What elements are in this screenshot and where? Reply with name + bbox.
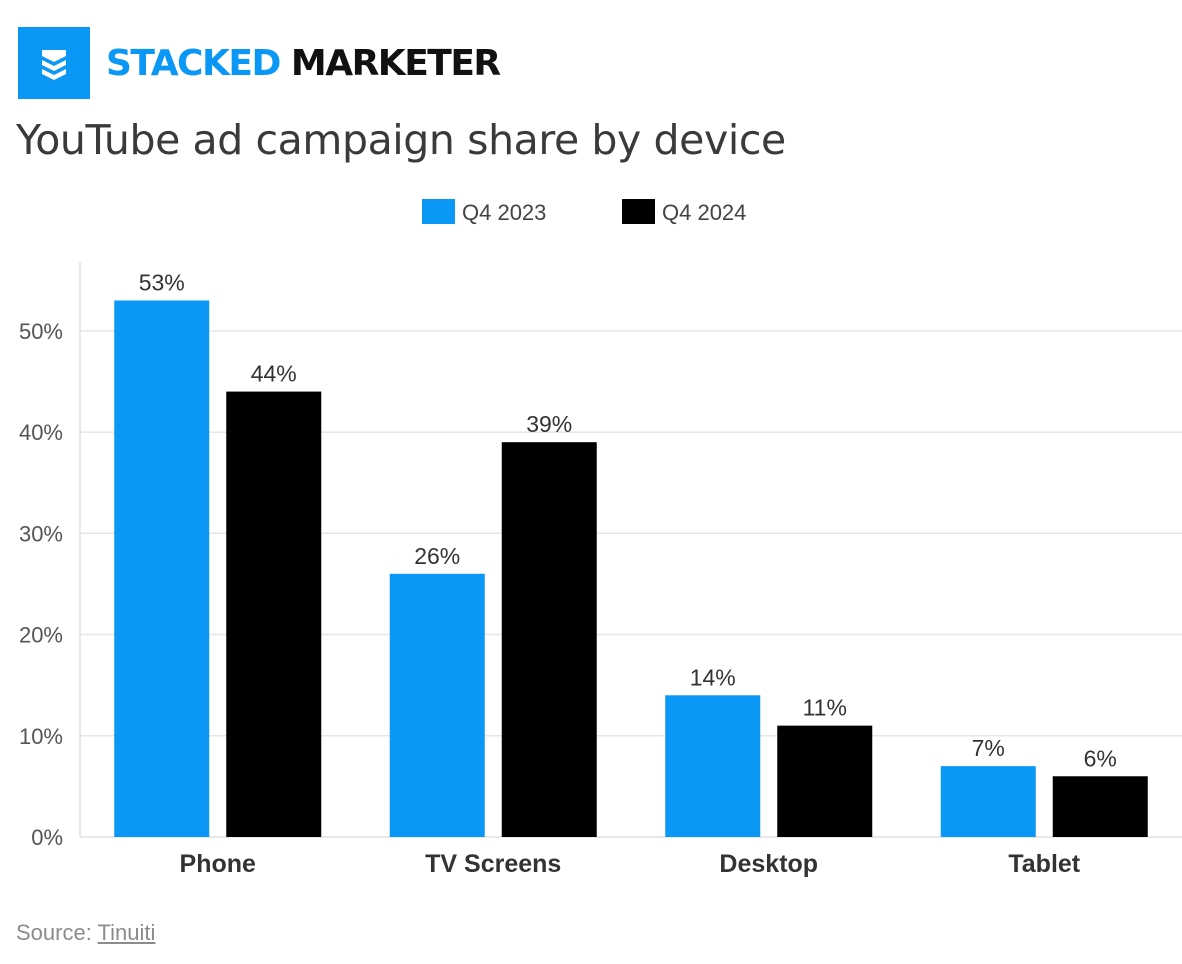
chart-title: YouTube ad campaign share by device bbox=[16, 116, 786, 164]
brand-header: STACKED MARKETER bbox=[18, 27, 501, 99]
y-tick-label: 0% bbox=[31, 825, 63, 850]
x-category-label: Desktop bbox=[719, 850, 818, 878]
legend-swatch bbox=[622, 199, 655, 224]
brand-name: STACKED MARKETER bbox=[106, 42, 501, 84]
data-label: 11% bbox=[803, 695, 847, 721]
source-link[interactable]: Tinuiti bbox=[97, 920, 156, 945]
data-label: 6% bbox=[1084, 745, 1117, 771]
brand-name-part2: MARKETER bbox=[290, 42, 501, 84]
bar bbox=[665, 695, 761, 837]
x-category-label: TV Screens bbox=[425, 850, 561, 878]
source-note: Source: Tinuiti bbox=[16, 920, 155, 946]
bar bbox=[114, 300, 210, 837]
data-label: 14% bbox=[690, 664, 736, 690]
brand-name-part1: STACKED bbox=[106, 42, 281, 84]
legend-label: Q4 2024 bbox=[662, 200, 746, 225]
bar bbox=[226, 391, 322, 837]
bar bbox=[940, 766, 1036, 837]
y-tick-label: 10% bbox=[19, 724, 63, 749]
bar bbox=[501, 442, 597, 837]
data-label: 39% bbox=[526, 411, 572, 437]
data-label: 26% bbox=[414, 543, 460, 569]
data-label: 7% bbox=[972, 735, 1005, 761]
source-label: Source: bbox=[16, 920, 92, 945]
y-tick-label: 50% bbox=[19, 319, 63, 344]
legend-label: Q4 2023 bbox=[462, 200, 546, 225]
legend-swatch bbox=[422, 199, 455, 224]
bar bbox=[777, 725, 873, 837]
y-tick-label: 30% bbox=[19, 521, 63, 546]
y-tick-label: 20% bbox=[19, 623, 63, 648]
data-label: 53% bbox=[139, 269, 185, 295]
x-category-label: Tablet bbox=[1008, 850, 1080, 878]
data-label: 44% bbox=[251, 361, 297, 387]
bar bbox=[1052, 776, 1148, 837]
stack-layers-icon bbox=[18, 27, 90, 99]
y-tick-label: 40% bbox=[19, 420, 63, 445]
x-category-label: Phone bbox=[180, 850, 256, 878]
bar bbox=[389, 573, 485, 837]
